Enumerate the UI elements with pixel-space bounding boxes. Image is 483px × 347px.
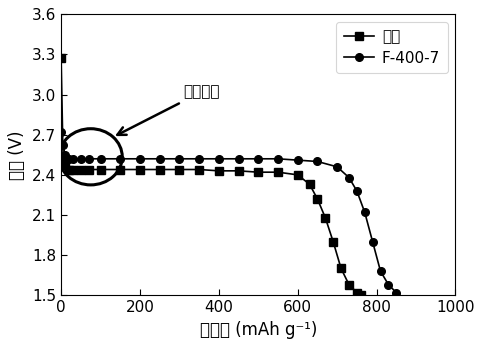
- Line: F-400-7: F-400-7: [57, 128, 400, 296]
- 大金: [98, 167, 103, 171]
- F-400-7: [60, 143, 66, 147]
- F-400-7: [117, 157, 123, 161]
- F-400-7: [157, 157, 163, 161]
- F-400-7: [137, 157, 143, 161]
- 大金: [62, 163, 68, 168]
- 大金: [307, 182, 313, 186]
- 大金: [358, 293, 364, 297]
- 大金: [78, 167, 84, 171]
- 大金: [216, 169, 222, 173]
- Text: 电压滞后: 电压滞后: [117, 84, 220, 135]
- F-400-7: [196, 157, 202, 161]
- 大金: [338, 266, 344, 271]
- F-400-7: [314, 159, 320, 163]
- F-400-7: [393, 290, 399, 295]
- 大金: [60, 157, 66, 161]
- 大金: [354, 290, 360, 295]
- 大金: [86, 167, 92, 171]
- 大金: [346, 282, 352, 287]
- F-400-7: [78, 157, 84, 161]
- Line: 大金: 大金: [57, 55, 365, 299]
- 大金: [295, 173, 300, 177]
- 大金: [137, 167, 143, 171]
- 大金: [330, 240, 336, 244]
- F-400-7: [58, 130, 64, 134]
- F-400-7: [275, 157, 281, 161]
- 大金: [275, 170, 281, 174]
- F-400-7: [98, 157, 103, 161]
- 大金: [117, 167, 123, 171]
- F-400-7: [346, 176, 352, 180]
- 大金: [70, 167, 76, 171]
- 大金: [236, 169, 242, 173]
- 大金: [314, 197, 320, 201]
- F-400-7: [362, 210, 368, 214]
- X-axis label: 比容量 (mAh g⁻¹): 比容量 (mAh g⁻¹): [199, 321, 317, 339]
- F-400-7: [378, 269, 384, 273]
- F-400-7: [354, 189, 360, 193]
- F-400-7: [295, 158, 300, 162]
- F-400-7: [256, 157, 261, 161]
- 大金: [157, 167, 163, 171]
- F-400-7: [176, 157, 182, 161]
- 大金: [196, 167, 202, 171]
- F-400-7: [236, 157, 242, 161]
- Y-axis label: 电压 (V): 电压 (V): [8, 130, 27, 179]
- F-400-7: [62, 153, 68, 157]
- 大金: [256, 170, 261, 174]
- 大金: [66, 167, 72, 171]
- 大金: [58, 57, 64, 61]
- 大金: [322, 215, 328, 220]
- Legend: 大金, F-400-7: 大金, F-400-7: [336, 22, 448, 73]
- F-400-7: [334, 165, 340, 169]
- F-400-7: [66, 157, 72, 161]
- 大金: [176, 167, 182, 171]
- F-400-7: [86, 157, 92, 161]
- F-400-7: [369, 240, 375, 244]
- F-400-7: [385, 282, 391, 287]
- F-400-7: [216, 157, 222, 161]
- F-400-7: [70, 157, 76, 161]
